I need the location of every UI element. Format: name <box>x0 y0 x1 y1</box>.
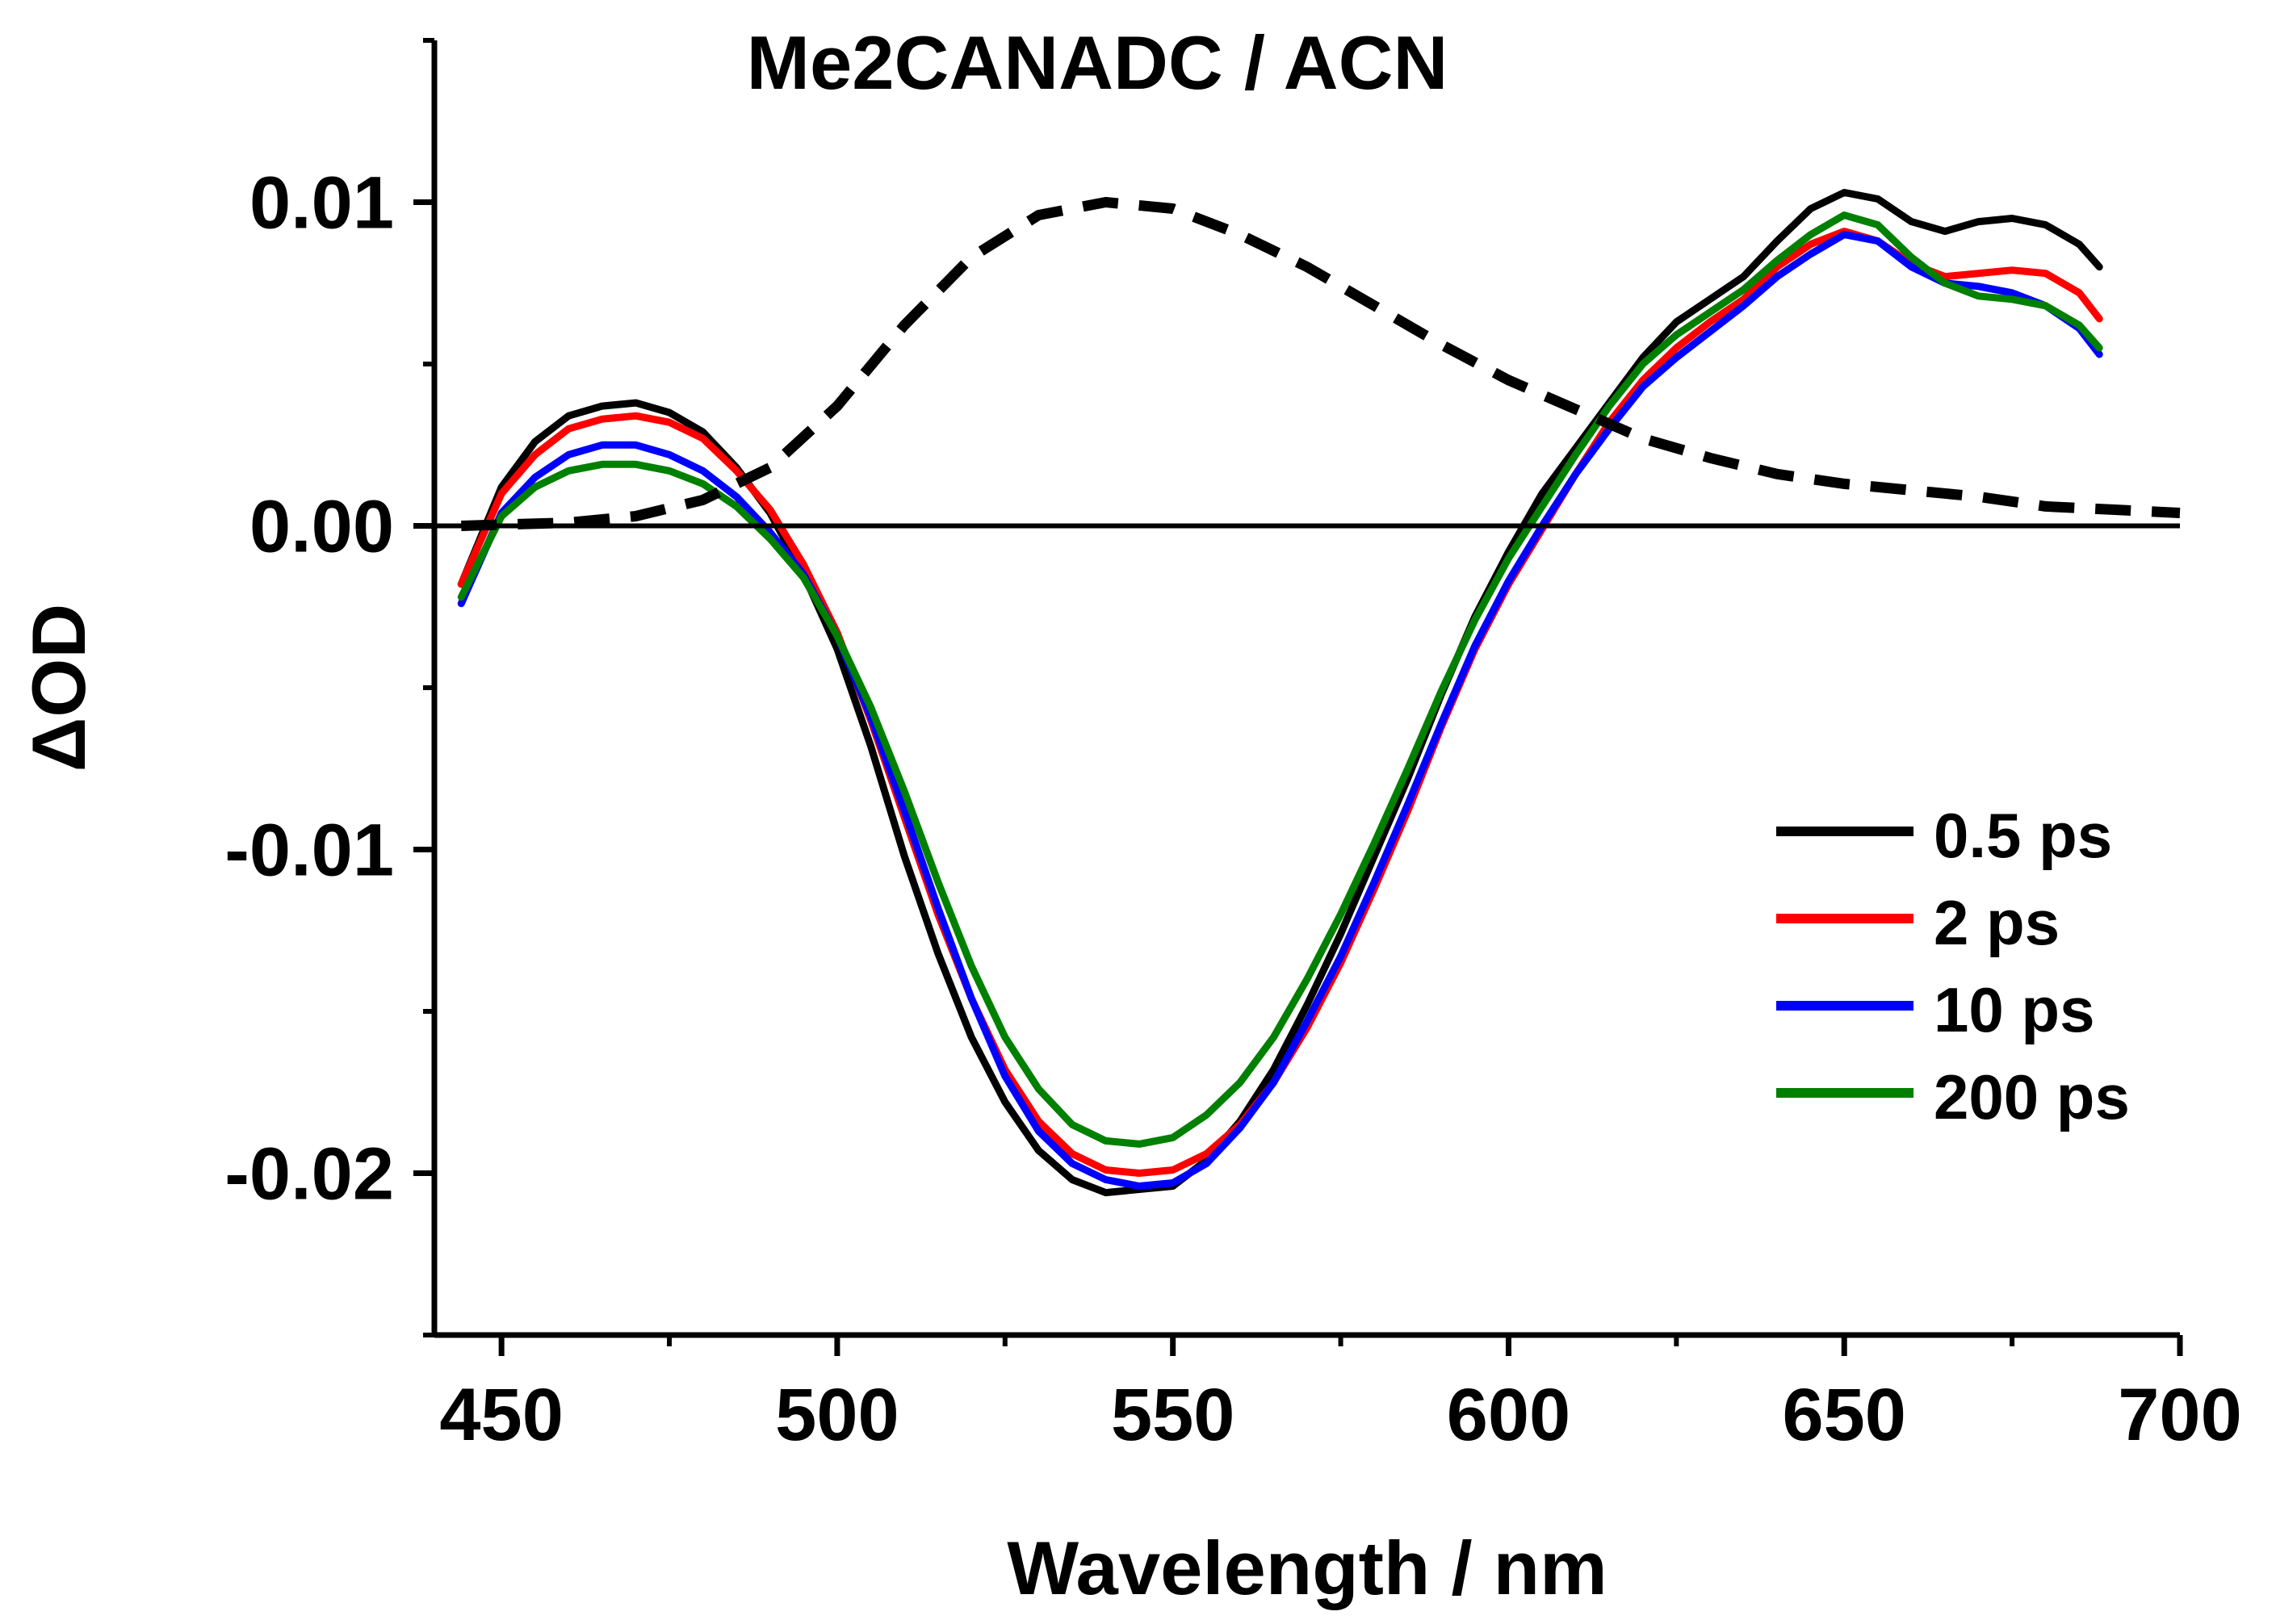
y-tick-label: -0.02 <box>224 1133 394 1216</box>
x-tick-label: 450 <box>439 1374 564 1456</box>
series-line-05-ps <box>457 189 2103 1197</box>
legend: 0.5 ps 2 ps 10 ps 200 ps <box>1776 800 2130 1132</box>
legend-label: 0.5 ps <box>1934 800 2112 871</box>
axes-layer <box>431 40 2180 1338</box>
legend-label: 2 ps <box>1934 887 2060 958</box>
x-axis-label: Wavelength / nm <box>1007 1526 1607 1610</box>
ticks-layer: 450 500 550 600 650 700 0.01 0.00 -0.01 -0.02 <box>224 38 2242 1456</box>
series-line-10-ps <box>457 231 2103 1190</box>
y-tick-label: 0.00 <box>249 486 394 568</box>
legend-label: 200 ps <box>1934 1061 2130 1132</box>
series-line-200-ps <box>457 211 2103 1148</box>
x-tick-label: 500 <box>775 1374 899 1456</box>
series-layer <box>457 189 2181 1197</box>
x-tick-label: 600 <box>1447 1374 1571 1456</box>
x-tick-label: 550 <box>1111 1374 1235 1456</box>
x-tick-label: 700 <box>2118 1374 2242 1456</box>
chart-title: Me2CANADC / ACN <box>747 20 1448 105</box>
y-axis-label: ΔOD <box>16 604 101 772</box>
series-line-dashed <box>461 197 2181 531</box>
y-tick-label: 0.01 <box>249 162 394 245</box>
x-tick-label: 650 <box>1782 1374 1906 1456</box>
legend-label: 10 ps <box>1934 974 2094 1045</box>
y-tick-label: -0.01 <box>224 810 394 892</box>
